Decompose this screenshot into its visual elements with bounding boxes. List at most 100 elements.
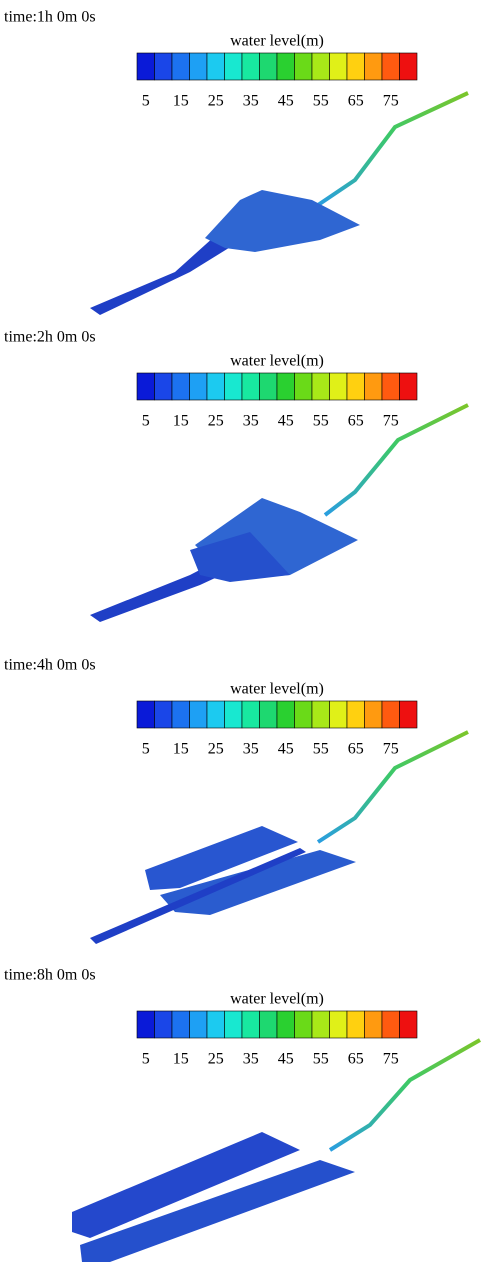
colorbar-segment <box>329 700 348 729</box>
colorbar-segment <box>311 700 330 729</box>
colorbar-segment <box>276 372 295 401</box>
colorbar-segment <box>294 372 313 401</box>
flood-map <box>72 1038 481 1262</box>
colorbar-segment <box>171 700 190 729</box>
colorbar-segment <box>171 52 190 81</box>
legend-tick-label: 55 <box>313 413 329 430</box>
legend-tick-label: 65 <box>348 741 364 758</box>
colorbar-segment <box>189 52 208 81</box>
flood-map <box>90 403 469 622</box>
colorbar-segment <box>241 52 260 81</box>
colorbar-segment <box>224 52 243 81</box>
panel: time:8h 0m 0s water level(m) 5 15 25 35 45 55 65… <box>4 967 418 1068</box>
panel: time:2h 0m 0s water level(m) 5 15 25 35 45 55 65… <box>4 329 418 430</box>
colorbar-segment <box>381 52 400 81</box>
colorbar-segment <box>136 1010 155 1039</box>
panel: time:1h 0m 0s water level(m) 5 15 25 35 45 55 65… <box>4 9 418 110</box>
colorbar-segment <box>136 52 155 81</box>
colorbar-segment <box>276 700 295 729</box>
legend-tick-label: 45 <box>278 1051 294 1068</box>
legend-tick-label: 75 <box>383 1051 399 1068</box>
colorbar-segment <box>241 1010 260 1039</box>
time-label: time:2h 0m 0s <box>4 329 96 346</box>
colorbar-segment <box>136 700 155 729</box>
colorbar-segment <box>399 1010 418 1039</box>
colorbar-segment <box>399 700 418 729</box>
legend-title: water level(m) <box>230 681 324 698</box>
legend-tick-label: 35 <box>243 741 259 758</box>
colorbar-segment <box>346 52 365 81</box>
legend-tick-label: 5 <box>142 93 150 110</box>
colorbar-segment <box>259 372 278 401</box>
legend-tick-label: 25 <box>208 1051 224 1068</box>
colorbar-segment <box>311 52 330 81</box>
colorbar-segment <box>171 372 190 401</box>
colorbar-segment <box>241 372 260 401</box>
flood-map <box>90 730 469 944</box>
legend-tick-label: 45 <box>278 741 294 758</box>
flood-map <box>90 91 469 315</box>
colorbar-segment <box>206 372 225 401</box>
colorbar-segment <box>224 700 243 729</box>
colorbar-segment <box>154 1010 173 1039</box>
colorbar-segment <box>206 700 225 729</box>
colorbar-segment <box>381 1010 400 1039</box>
colorbar-segment <box>171 1010 190 1039</box>
colorbar-segment <box>189 700 208 729</box>
legend-title: water level(m) <box>230 991 324 1008</box>
legend-title: water level(m) <box>230 353 324 370</box>
legend-tick-label: 75 <box>383 93 399 110</box>
legend-tick-label: 5 <box>142 1051 150 1068</box>
colorbar-segment <box>381 372 400 401</box>
legend-tick-label: 65 <box>348 1051 364 1068</box>
colorbar-segment <box>189 372 208 401</box>
legend-tick-label: 15 <box>173 413 189 430</box>
colorbar-segment <box>241 700 260 729</box>
time-label: time:1h 0m 0s <box>4 9 96 26</box>
colorbar-segment <box>154 52 173 81</box>
colorbar-segment <box>364 52 383 81</box>
colorbar-segment <box>364 700 383 729</box>
legend-tick-label: 25 <box>208 93 224 110</box>
legend-tick-label: 15 <box>173 741 189 758</box>
colorbar-segment <box>381 700 400 729</box>
legend-tick-label: 55 <box>313 741 329 758</box>
colorbar-segment <box>311 372 330 401</box>
legend-tick-label: 5 <box>142 413 150 430</box>
legend-tick-label: 75 <box>383 413 399 430</box>
colorbar-segment <box>294 1010 313 1039</box>
legend-tick-label: 45 <box>278 413 294 430</box>
colorbar-segment <box>276 52 295 81</box>
colorbar-segment <box>206 1010 225 1039</box>
colorbar-segment <box>346 1010 365 1039</box>
legend-tick-label: 5 <box>142 741 150 758</box>
legend-tick-label: 25 <box>208 741 224 758</box>
colorbar-segment <box>259 52 278 81</box>
time-label: time:8h 0m 0s <box>4 967 96 984</box>
colorbar-segment <box>189 1010 208 1039</box>
colorbar-segment <box>346 372 365 401</box>
colorbar-segment <box>224 372 243 401</box>
legend-tick-label: 35 <box>243 93 259 110</box>
colorbar-segment <box>136 372 155 401</box>
colorbar-segment <box>276 1010 295 1039</box>
legend-tick-label: 55 <box>313 1051 329 1068</box>
legend-tick-label: 55 <box>313 93 329 110</box>
colorbar-segment <box>294 700 313 729</box>
legend-tick-label: 15 <box>173 1051 189 1068</box>
colorbar-segment <box>329 1010 348 1039</box>
panel: time:4h 0m 0s water level(m) 5 15 25 35 45 55 65… <box>4 657 418 758</box>
legend-tick-label: 35 <box>243 1051 259 1068</box>
colorbar-segment <box>294 52 313 81</box>
colorbar-segment <box>364 1010 383 1039</box>
colorbar-segment <box>399 52 418 81</box>
legend-tick-label: 25 <box>208 413 224 430</box>
colorbar-segment <box>364 372 383 401</box>
colorbar-segment <box>154 700 173 729</box>
colorbar-segment <box>329 52 348 81</box>
colorbar-segment <box>329 372 348 401</box>
colorbar-segment <box>224 1010 243 1039</box>
colorbar-segment <box>154 372 173 401</box>
legend-tick-label: 15 <box>173 93 189 110</box>
